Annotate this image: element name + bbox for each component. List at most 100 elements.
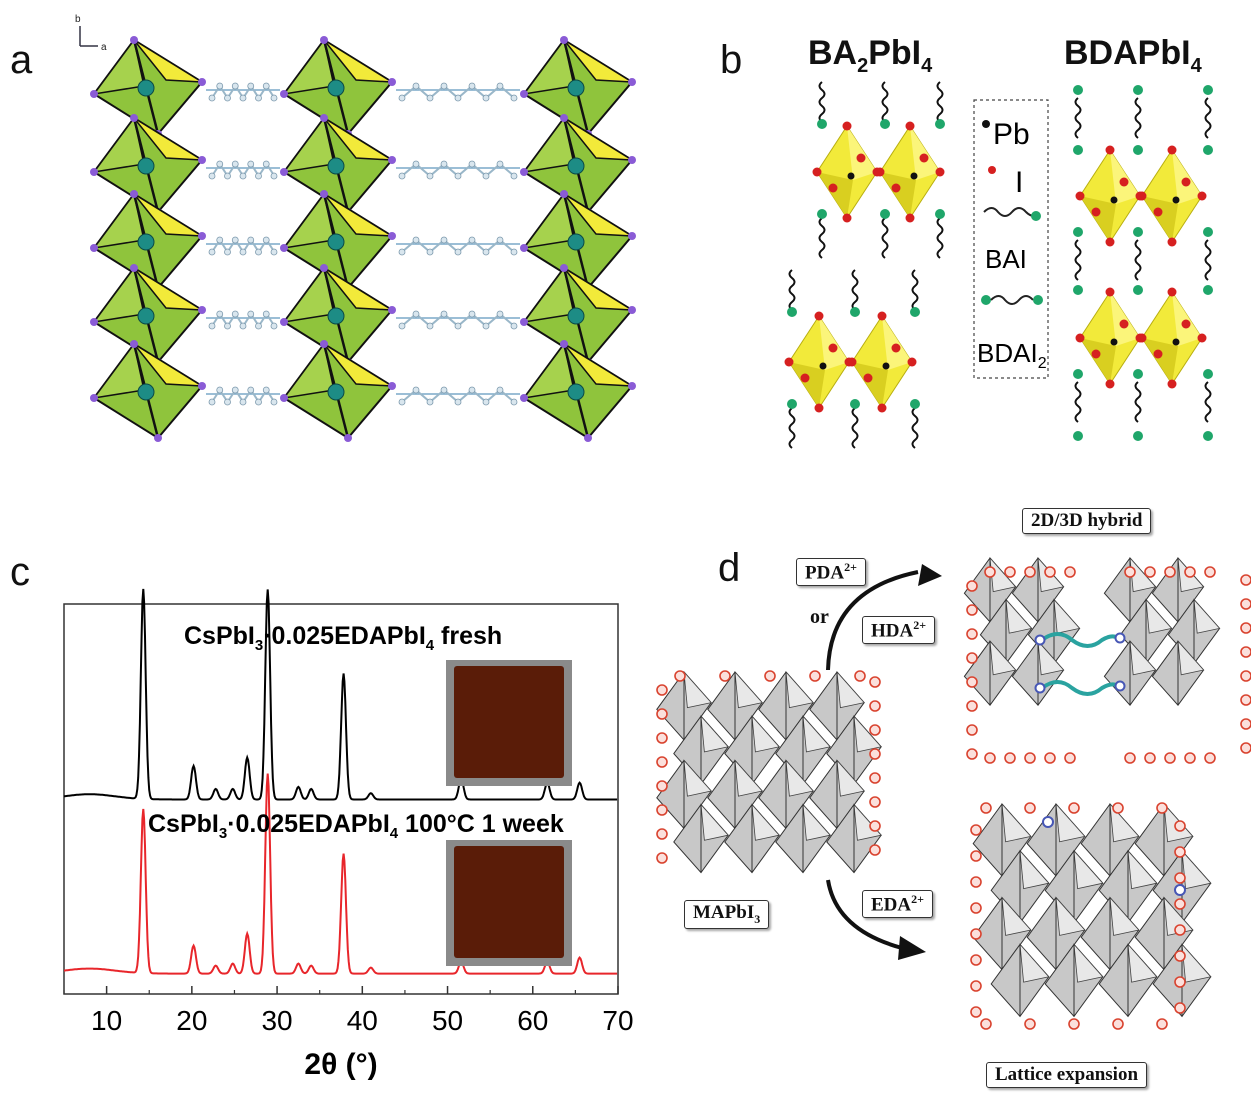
- x-tick-label: 20: [176, 1005, 207, 1036]
- organic-linker: [206, 310, 280, 330]
- pbi6-octahedron: [520, 264, 636, 366]
- expanded-block: [972, 802, 1212, 1018]
- panel-label-a: a: [10, 38, 33, 82]
- organic-chain: [910, 399, 920, 449]
- organic-linker: [396, 236, 520, 256]
- xrd-chart: 10 20 30 40 50 60 70 2θ (°) CsPbI3·0.025EDAPbI4 …: [63, 588, 634, 1081]
- x-axis-label: 2θ (°): [304, 1048, 377, 1081]
- label-hda: HDA2+: [862, 616, 936, 645]
- pbi6-octahedron: [90, 36, 206, 138]
- ma-cations: [966, 566, 1251, 764]
- axis-b-label: b: [75, 14, 81, 25]
- ma-cations: [656, 670, 881, 864]
- panel-b-structure: Pb I BAI BDAI2: [784, 81, 1213, 449]
- organic-chain: [850, 269, 860, 317]
- panel-label-d: d: [718, 546, 741, 590]
- xrd-series-line: [63, 773, 618, 975]
- x-tick-label: 40: [347, 1005, 378, 1036]
- organic-linker: [206, 236, 280, 256]
- organic-chain: [910, 269, 920, 317]
- pbi6-octahedron: [280, 36, 396, 138]
- series-label: CsPbI3·0.025EDAPbI4 fresh: [184, 622, 502, 654]
- x-tick-label: 30: [261, 1005, 292, 1036]
- organic-chain: [880, 81, 890, 129]
- organic-linker: [206, 160, 280, 180]
- yellow-octahedron: [812, 121, 882, 223]
- yellow-octahedron: [1137, 145, 1207, 247]
- axis-indicator: b a: [75, 14, 107, 53]
- organic-chain: [787, 399, 797, 449]
- organic-linker: [206, 386, 280, 406]
- organic-linker: [206, 82, 280, 102]
- label-2d3d-hybrid: 2D/3D hybrid: [1022, 508, 1152, 534]
- title-ba2pbi4: BA2PbI4: [808, 34, 933, 77]
- pbi6-octahedron: [280, 340, 396, 442]
- pbi6-octahedron: [520, 190, 636, 292]
- pbi6-octahedron: [280, 114, 396, 216]
- organic-chain: [935, 81, 945, 129]
- pbi6-octahedron: [280, 190, 396, 292]
- yellow-octahedron: [847, 311, 917, 413]
- legend-bai-label: BAI: [985, 244, 1027, 274]
- diammonium-linker: [1034, 632, 1126, 648]
- legend-i-label: I: [1015, 166, 1023, 199]
- organic-chain: [880, 209, 890, 259]
- panel-a: a b a: [0, 0, 640, 470]
- organic-chain: [1074, 239, 1082, 281]
- pbi6-octahedron: [520, 114, 636, 216]
- organic-chain: [1074, 97, 1082, 139]
- label-mapbi3: MAPbI3: [684, 900, 770, 929]
- panel-b: b BA2PbI4 BDAPbI4 Pb I BAI BDAI2: [700, 0, 1251, 470]
- legend-pb-dot: [982, 120, 990, 128]
- series-label: CsPbI3·0.025EDAPbI4 100°C 1 week: [148, 810, 564, 842]
- panel-c: c 10 20 30 40 50 60 70 2θ (°) CsPbI3·0.025EDAPbI…: [0, 540, 640, 1095]
- organic-chain: [1134, 97, 1142, 139]
- label-pda: PDA2+: [796, 558, 866, 587]
- pbi6-octahedron: [90, 114, 206, 216]
- legend-bdai-wave: [990, 295, 1034, 305]
- axis-a-label: a: [101, 42, 107, 53]
- x-tick-label: 10: [91, 1005, 122, 1036]
- panel-a-structure: b a: [75, 14, 636, 442]
- organic-chain: [1204, 97, 1212, 139]
- organic-chain: [787, 269, 797, 317]
- legend-bdai-label: BDAI2: [977, 338, 1047, 372]
- legend-box: [973, 99, 1049, 379]
- yellow-octahedron: [875, 121, 945, 223]
- pbi6-octahedron: [280, 264, 396, 366]
- diammonium-linker: [1034, 680, 1126, 696]
- x-tick-label: 70: [602, 1005, 633, 1036]
- organic-linker: [396, 82, 520, 102]
- xrd-series-line: [63, 588, 618, 801]
- legend-pb-label: Pb: [993, 118, 1030, 151]
- yellow-octahedron: [1075, 287, 1145, 389]
- pbi6-octahedron: [520, 340, 636, 442]
- pbi6-octahedron: [90, 190, 206, 292]
- organic-chain: [817, 209, 827, 259]
- organic-linker: [396, 310, 520, 330]
- plot-frame: [63, 603, 619, 995]
- pbi6-octahedron: [90, 340, 206, 442]
- yellow-octahedron: [1137, 287, 1207, 389]
- x-tick-label: 50: [432, 1005, 463, 1036]
- panel-label-b: b: [720, 38, 743, 82]
- panel-d-structure: [656, 556, 1251, 1030]
- yellow-octahedron: [1075, 145, 1145, 247]
- organic-chain: [1134, 381, 1142, 423]
- organic-linker: [396, 160, 520, 180]
- legend-i-dot: [988, 166, 996, 174]
- organic-chain: [1204, 381, 1212, 423]
- organic-chain: [1134, 239, 1142, 281]
- label-lattice-expansion: Lattice expansion: [986, 1062, 1148, 1088]
- label-or: or: [810, 606, 829, 628]
- mapbi3-block: [656, 670, 882, 874]
- organic-linker: [396, 386, 520, 406]
- organic-chain: [817, 81, 827, 129]
- reaction-arrows: [826, 564, 942, 960]
- pbi6-octahedron: [90, 264, 206, 366]
- title-bdapbi4: BDAPbI4: [1064, 34, 1202, 77]
- organic-chain: [1074, 381, 1082, 423]
- yellow-octahedron: [784, 311, 854, 413]
- x-tick-label: 60: [517, 1005, 548, 1036]
- organic-chain: [935, 209, 945, 259]
